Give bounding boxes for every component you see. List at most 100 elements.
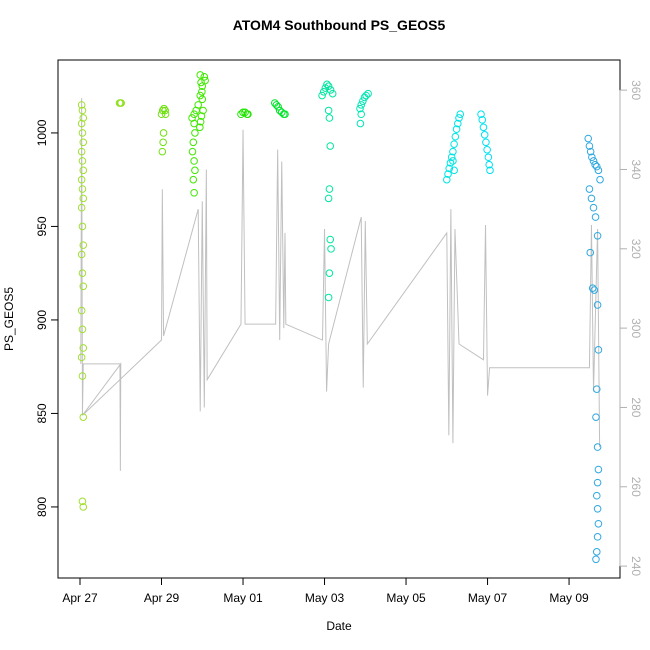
point	[592, 555, 600, 564]
point	[77, 147, 86, 156]
point	[78, 129, 87, 137]
point	[318, 91, 326, 100]
x-tick-label: May 07	[468, 591, 508, 605]
point	[327, 245, 335, 253]
point	[190, 119, 198, 128]
point	[77, 306, 86, 315]
point	[274, 102, 282, 111]
point	[196, 71, 205, 79]
point	[592, 491, 601, 500]
point	[190, 157, 198, 165]
point	[159, 138, 167, 147]
x-tick-label: May 05	[386, 591, 426, 605]
y-tick-label: 1000	[35, 119, 49, 146]
x-tick-label: May 01	[223, 591, 263, 605]
point	[79, 114, 88, 122]
y2-tick-label: 260	[629, 477, 643, 497]
point	[191, 166, 199, 175]
point	[445, 164, 454, 173]
point	[200, 73, 209, 81]
point	[201, 76, 209, 85]
point	[117, 99, 125, 107]
point	[584, 134, 593, 143]
point	[453, 119, 462, 128]
y2-tick-label: 360	[629, 80, 643, 100]
point	[593, 301, 602, 309]
point	[323, 80, 331, 89]
point	[79, 413, 88, 421]
point	[324, 194, 333, 203]
point	[591, 160, 599, 169]
point	[79, 194, 88, 203]
point	[196, 123, 204, 132]
x-tick-label: May 09	[549, 591, 589, 605]
point	[197, 78, 205, 87]
point	[357, 110, 366, 119]
point	[586, 147, 595, 156]
point	[194, 101, 202, 109]
x-axis-label: Date	[326, 619, 352, 633]
point	[594, 346, 603, 354]
point	[188, 147, 197, 156]
point	[442, 175, 451, 184]
point	[590, 286, 599, 294]
point	[161, 106, 169, 115]
point	[159, 129, 168, 137]
point	[78, 269, 87, 277]
point	[161, 110, 170, 119]
point	[324, 82, 333, 90]
y2-tick-label: 340	[629, 159, 643, 179]
point	[77, 250, 86, 259]
point	[196, 91, 205, 100]
point	[78, 222, 87, 231]
point	[77, 101, 86, 109]
y-tick-label: 900	[35, 310, 49, 330]
point	[362, 91, 370, 100]
point	[592, 548, 601, 556]
plot-box	[57, 59, 621, 579]
point	[591, 213, 600, 221]
point	[356, 119, 365, 128]
line	[80, 98, 601, 471]
point	[450, 166, 458, 175]
point	[79, 138, 88, 147]
point	[79, 166, 88, 175]
point	[198, 95, 207, 104]
point	[190, 188, 198, 197]
point	[356, 104, 364, 113]
point	[77, 175, 86, 184]
point	[77, 119, 86, 128]
point	[587, 194, 596, 203]
point	[326, 86, 335, 94]
point	[324, 106, 333, 115]
point	[483, 145, 491, 154]
point	[594, 166, 603, 175]
y2-tick-label: 300	[629, 318, 643, 338]
y-axis-label: PS_GEOS5	[2, 287, 16, 351]
point	[319, 87, 328, 96]
y-tick-label: 950	[35, 216, 49, 236]
point	[357, 101, 366, 109]
x-tick-label: Apr 27	[62, 591, 98, 605]
point	[197, 112, 206, 120]
point	[160, 104, 168, 113]
point	[452, 125, 461, 133]
point	[190, 110, 198, 119]
point	[451, 132, 460, 141]
point	[360, 93, 369, 102]
point	[592, 413, 600, 421]
point	[79, 344, 88, 352]
point	[325, 185, 334, 193]
point	[585, 142, 594, 150]
point	[593, 533, 602, 541]
point	[198, 87, 206, 96]
point	[592, 162, 601, 171]
point	[199, 106, 207, 115]
point	[594, 465, 603, 474]
point	[586, 248, 595, 257]
point	[237, 110, 245, 119]
point	[281, 110, 289, 119]
point	[189, 138, 198, 147]
point	[485, 160, 493, 169]
point	[479, 123, 488, 132]
